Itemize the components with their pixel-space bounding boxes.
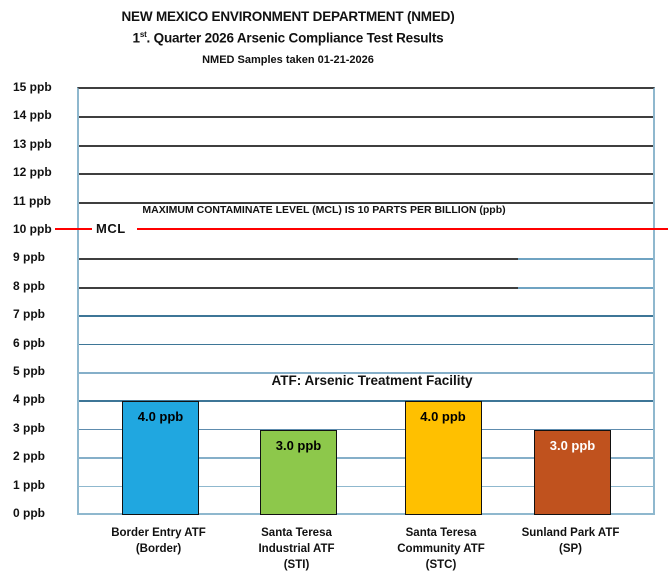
y-tick-8ppb: 8 ppb	[13, 278, 45, 293]
atf-annotation: ATF: Arsenic Treatment Facility	[271, 373, 473, 388]
page-title: NEW MEXICO ENVIRONMENT DEPARTMENT (NMED)	[121, 9, 455, 24]
y-tick-5ppb: 5 ppb	[13, 364, 45, 378]
gridline-6ppb	[79, 343, 653, 346]
y-tick-13ppb: 13 ppb	[13, 136, 52, 151]
gridline-9ppb	[79, 258, 653, 261]
bar-1: 4.0 ppb	[122, 401, 199, 515]
gridline-2ppb	[79, 457, 653, 459]
gridline-1ppb	[79, 485, 653, 488]
mcl-line-left-segment	[55, 228, 92, 230]
bar-value-label: 3.0 ppb	[275, 437, 322, 453]
y-tick-9ppb: 9 ppb	[13, 250, 45, 265]
y-tick-7ppb: 7 ppb	[13, 307, 45, 322]
y-tick-14ppb: 14 ppb	[13, 108, 52, 123]
bar-3: 4.0 ppb	[404, 401, 482, 515]
y-tick-6ppb: 6 ppb	[13, 335, 45, 350]
bar-value-label: 4.0 ppb	[137, 409, 184, 425]
y-tick-0ppb: 0 ppb	[13, 506, 45, 520]
gridline-13ppb	[79, 144, 653, 147]
bar-4: 3.0 ppb	[534, 429, 611, 515]
bar-value-label: 4.0 ppb	[420, 409, 466, 425]
mcl-label: MCL	[96, 221, 126, 236]
gridline-8ppb	[79, 286, 653, 289]
x-category-label-3: Santa Teresa Community ATF (STC)	[397, 527, 485, 572]
y-tick-4ppb: 4 ppb	[13, 392, 45, 407]
x-category-label-1: Border Entry ATF (Border)	[111, 527, 206, 556]
sample-date-note: NMED Samples taken 01-21-2026	[202, 54, 374, 66]
y-tick-11ppb: 11 ppb	[13, 193, 52, 208]
y-tick-10ppb: 10 ppb	[13, 222, 52, 236]
subtitle-superscript: st	[139, 30, 147, 39]
y-tick-1ppb: 1 ppb	[13, 477, 45, 492]
subtitle-prefix: 1	[132, 30, 141, 46]
page-subtitle: 1st. Quarter 2026 Arsenic Compliance Tes…	[0, 30, 576, 46]
plot-area: 4.0 ppb 3.0 ppb 4.0 ppb 3.0 ppb	[77, 87, 655, 515]
mcl-annotation: MAXIMUM CONTAMINATE LEVEL (MCL) IS 10 PA…	[142, 204, 506, 216]
x-category-label-2: Santa Teresa Industrial ATF (STI)	[258, 527, 335, 572]
mcl-line	[137, 228, 668, 230]
gridline-4ppb	[79, 400, 653, 402]
gridline-7ppb	[79, 315, 653, 317]
gridline-5ppb	[79, 372, 653, 374]
subtitle-rest: . Quarter 2026 Arsenic Compliance Test R…	[146, 30, 444, 46]
y-tick-2ppb: 2 ppb	[13, 449, 45, 464]
gridline-12ppb	[79, 173, 653, 176]
x-category-label-4: Sunland Park ATF (SP)	[521, 527, 620, 556]
bar-value-label: 3.0 ppb	[549, 437, 596, 453]
gridline-11ppb	[79, 201, 653, 204]
bar-2: 3.0 ppb	[260, 429, 337, 515]
y-tick-3ppb: 3 ppb	[13, 420, 45, 435]
gridline-3ppb	[79, 428, 653, 431]
y-tick-15ppb: 15 ppb	[13, 80, 52, 94]
gridline-14ppb	[79, 116, 653, 119]
y-tick-12ppb: 12 ppb	[13, 165, 52, 180]
